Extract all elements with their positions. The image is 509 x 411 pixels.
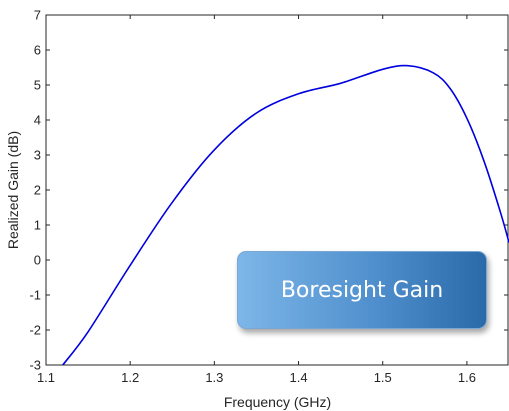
y-tick-label: 3 xyxy=(34,148,41,163)
y-tick-label: 0 xyxy=(34,253,41,268)
tick-labels: 1.1 1.2 1.3 1.4 1.5 1.6 -3 -2 -1 0 1 2 3 4 5 6 7 xyxy=(29,8,476,386)
y-tick-label: 7 xyxy=(34,8,41,23)
x-axis-label: Frequency (GHz) xyxy=(224,394,331,410)
y-tick-label: -2 xyxy=(29,323,41,338)
y-tick-label: -1 xyxy=(29,288,41,303)
x-tick-label: 1.6 xyxy=(458,370,476,385)
y-tick-label: 6 xyxy=(34,43,41,58)
x-tick-label: 1.4 xyxy=(290,370,308,385)
y-tick-label: -3 xyxy=(29,358,41,373)
y-tick-label: 4 xyxy=(34,113,41,128)
y-tick-label: 1 xyxy=(34,218,41,233)
y-tick-label: 2 xyxy=(34,183,41,198)
gain-series-line xyxy=(62,64,509,366)
x-tick-label: 1.3 xyxy=(205,370,223,385)
series-layer xyxy=(62,64,509,366)
x-tick-label: 1.2 xyxy=(121,370,139,385)
x-tick-label: 1.5 xyxy=(374,370,392,385)
x-tick-label: 1.1 xyxy=(37,370,55,385)
callout-text: Boresight Gain xyxy=(280,277,444,303)
y-tick-label: 5 xyxy=(34,78,41,93)
boresight-gain-callout: Boresight Gain xyxy=(237,251,487,329)
y-axis-label: Realized Gain (dB) xyxy=(5,131,21,249)
